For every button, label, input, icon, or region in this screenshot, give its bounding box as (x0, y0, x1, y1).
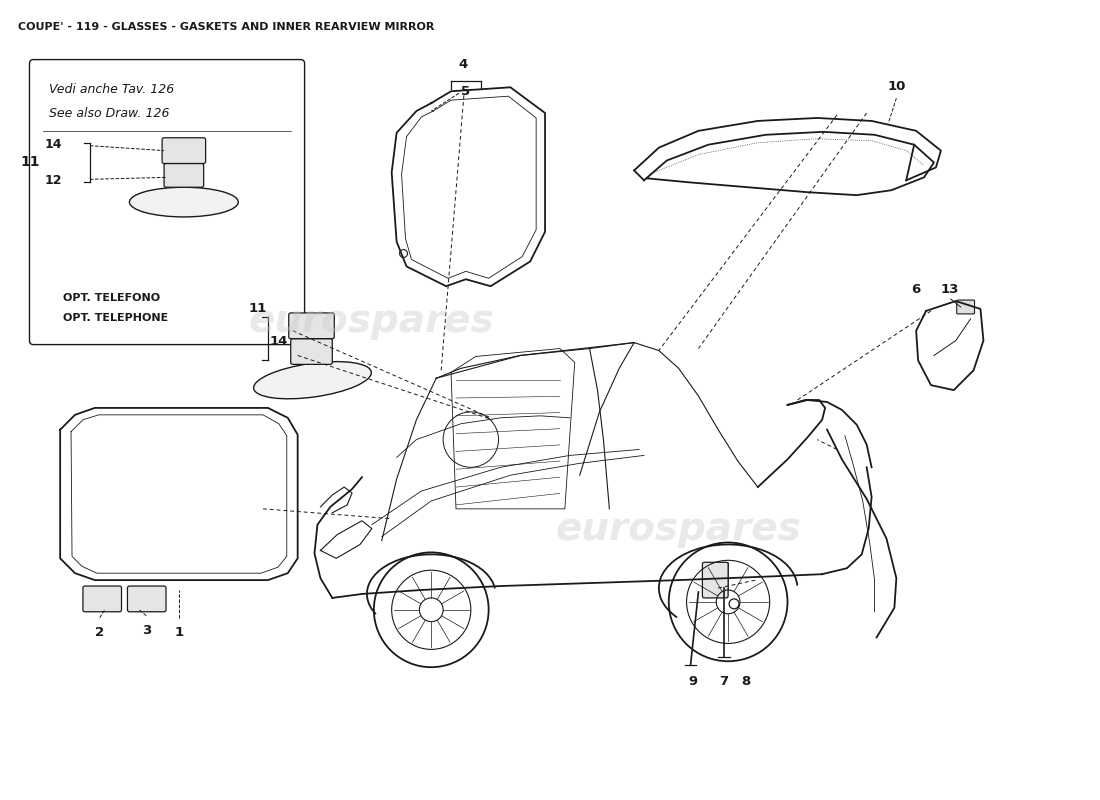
FancyBboxPatch shape (162, 138, 206, 163)
Text: 6: 6 (912, 283, 921, 296)
Text: eurospares: eurospares (556, 510, 802, 548)
FancyBboxPatch shape (30, 59, 305, 345)
FancyBboxPatch shape (703, 562, 728, 598)
Text: 3: 3 (142, 624, 151, 637)
Text: 7: 7 (719, 675, 728, 688)
FancyBboxPatch shape (128, 586, 166, 612)
FancyBboxPatch shape (82, 586, 121, 612)
Text: See also Draw. 126: See also Draw. 126 (50, 107, 169, 120)
Text: 9: 9 (688, 675, 697, 688)
Text: 12: 12 (45, 174, 62, 187)
Text: 10: 10 (888, 80, 905, 94)
Text: OPT. TELEPHONE: OPT. TELEPHONE (63, 313, 168, 323)
Text: COUPE' - 119 - GLASSES - GASKETS AND INNER REARVIEW MIRROR: COUPE' - 119 - GLASSES - GASKETS AND INN… (18, 22, 434, 32)
FancyBboxPatch shape (164, 163, 204, 187)
Text: 2: 2 (96, 626, 104, 638)
FancyBboxPatch shape (290, 338, 332, 364)
Text: 14: 14 (45, 138, 62, 151)
Text: 1: 1 (174, 626, 184, 638)
Text: OPT. TELEFONO: OPT. TELEFONO (63, 293, 161, 303)
Text: 11: 11 (21, 155, 41, 170)
Text: 14: 14 (270, 334, 288, 348)
Text: 5: 5 (461, 86, 470, 98)
Text: 4: 4 (459, 58, 468, 71)
Text: eurospares: eurospares (249, 302, 495, 340)
FancyBboxPatch shape (289, 313, 334, 338)
Ellipse shape (254, 362, 372, 399)
Text: Vedi anche Tav. 126: Vedi anche Tav. 126 (50, 83, 175, 96)
Text: 8: 8 (741, 675, 750, 688)
Text: 13: 13 (940, 283, 959, 296)
Text: 11: 11 (249, 302, 267, 315)
Ellipse shape (130, 187, 239, 217)
FancyBboxPatch shape (957, 300, 975, 314)
